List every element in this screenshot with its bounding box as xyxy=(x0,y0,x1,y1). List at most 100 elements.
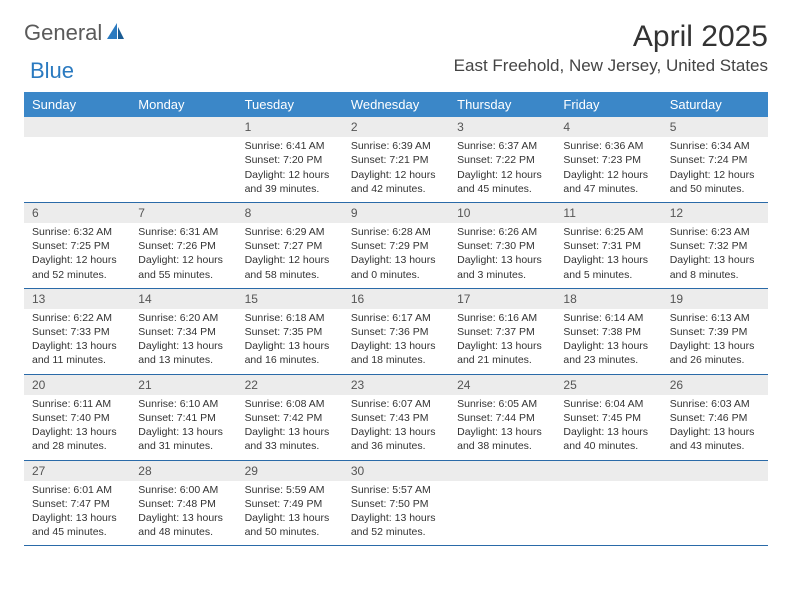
day-content: Sunrise: 6:36 AMSunset: 7:23 PMDaylight:… xyxy=(555,137,661,202)
weekday-header: Friday xyxy=(555,92,661,117)
sunrise-line: Sunrise: 6:25 AM xyxy=(563,225,653,239)
calendar-cell: 13Sunrise: 6:22 AMSunset: 7:33 PMDayligh… xyxy=(24,288,130,374)
calendar-cell xyxy=(24,117,130,202)
calendar-cell: 28Sunrise: 6:00 AMSunset: 7:48 PMDayligh… xyxy=(130,460,236,546)
daylight-line: Daylight: 13 hours and 0 minutes. xyxy=(351,253,441,281)
calendar-week-row: 6Sunrise: 6:32 AMSunset: 7:25 PMDaylight… xyxy=(24,202,768,288)
daylight-line: Daylight: 13 hours and 3 minutes. xyxy=(457,253,547,281)
day-number: 23 xyxy=(343,375,449,395)
day-number: 13 xyxy=(24,289,130,309)
weekday-header-row: SundayMondayTuesdayWednesdayThursdayFrid… xyxy=(24,92,768,117)
sunset-line: Sunset: 7:45 PM xyxy=(563,411,653,425)
day-content: Sunrise: 5:59 AMSunset: 7:49 PMDaylight:… xyxy=(237,481,343,546)
daylight-line: Daylight: 12 hours and 39 minutes. xyxy=(245,168,335,196)
sunset-line: Sunset: 7:32 PM xyxy=(670,239,760,253)
daylight-line: Daylight: 13 hours and 26 minutes. xyxy=(670,339,760,367)
day-content: Sunrise: 6:10 AMSunset: 7:41 PMDaylight:… xyxy=(130,395,236,460)
day-content: Sunrise: 6:05 AMSunset: 7:44 PMDaylight:… xyxy=(449,395,555,460)
day-number: 10 xyxy=(449,203,555,223)
daylight-line: Daylight: 12 hours and 42 minutes. xyxy=(351,168,441,196)
day-number xyxy=(662,461,768,481)
calendar-cell: 21Sunrise: 6:10 AMSunset: 7:41 PMDayligh… xyxy=(130,374,236,460)
day-number: 15 xyxy=(237,289,343,309)
calendar-cell: 10Sunrise: 6:26 AMSunset: 7:30 PMDayligh… xyxy=(449,202,555,288)
calendar-cell: 20Sunrise: 6:11 AMSunset: 7:40 PMDayligh… xyxy=(24,374,130,460)
day-number: 24 xyxy=(449,375,555,395)
calendar-body: 1Sunrise: 6:41 AMSunset: 7:20 PMDaylight… xyxy=(24,117,768,546)
daylight-line: Daylight: 12 hours and 55 minutes. xyxy=(138,253,228,281)
day-content: Sunrise: 6:08 AMSunset: 7:42 PMDaylight:… xyxy=(237,395,343,460)
daylight-line: Daylight: 13 hours and 36 minutes. xyxy=(351,425,441,453)
day-content: Sunrise: 6:25 AMSunset: 7:31 PMDaylight:… xyxy=(555,223,661,288)
weekday-header: Thursday xyxy=(449,92,555,117)
day-number xyxy=(130,117,236,137)
day-number: 27 xyxy=(24,461,130,481)
daylight-line: Daylight: 13 hours and 45 minutes. xyxy=(32,511,122,539)
day-content: Sunrise: 6:29 AMSunset: 7:27 PMDaylight:… xyxy=(237,223,343,288)
calendar-cell xyxy=(662,460,768,546)
sunset-line: Sunset: 7:27 PM xyxy=(245,239,335,253)
weekday-header: Sunday xyxy=(24,92,130,117)
sunset-line: Sunset: 7:20 PM xyxy=(245,153,335,167)
daylight-line: Daylight: 13 hours and 38 minutes. xyxy=(457,425,547,453)
day-number: 3 xyxy=(449,117,555,137)
day-number: 19 xyxy=(662,289,768,309)
sunset-line: Sunset: 7:29 PM xyxy=(351,239,441,253)
day-number: 22 xyxy=(237,375,343,395)
day-number: 25 xyxy=(555,375,661,395)
day-number: 28 xyxy=(130,461,236,481)
day-content: Sunrise: 6:17 AMSunset: 7:36 PMDaylight:… xyxy=(343,309,449,374)
daylight-line: Daylight: 13 hours and 5 minutes. xyxy=(563,253,653,281)
daylight-line: Daylight: 13 hours and 21 minutes. xyxy=(457,339,547,367)
calendar-cell: 23Sunrise: 6:07 AMSunset: 7:43 PMDayligh… xyxy=(343,374,449,460)
sunrise-line: Sunrise: 6:13 AM xyxy=(670,311,760,325)
sunset-line: Sunset: 7:25 PM xyxy=(32,239,122,253)
day-content: Sunrise: 6:22 AMSunset: 7:33 PMDaylight:… xyxy=(24,309,130,374)
sunrise-line: Sunrise: 6:32 AM xyxy=(32,225,122,239)
day-content: Sunrise: 6:16 AMSunset: 7:37 PMDaylight:… xyxy=(449,309,555,374)
sunrise-line: Sunrise: 6:23 AM xyxy=(670,225,760,239)
daylight-line: Daylight: 13 hours and 18 minutes. xyxy=(351,339,441,367)
month-title: April 2025 xyxy=(454,20,768,54)
daylight-line: Daylight: 13 hours and 31 minutes. xyxy=(138,425,228,453)
daylight-line: Daylight: 13 hours and 52 minutes. xyxy=(351,511,441,539)
sunrise-line: Sunrise: 6:26 AM xyxy=(457,225,547,239)
calendar-cell: 19Sunrise: 6:13 AMSunset: 7:39 PMDayligh… xyxy=(662,288,768,374)
day-content: Sunrise: 6:31 AMSunset: 7:26 PMDaylight:… xyxy=(130,223,236,288)
day-number: 12 xyxy=(662,203,768,223)
calendar-cell xyxy=(555,460,661,546)
daylight-line: Daylight: 12 hours and 47 minutes. xyxy=(563,168,653,196)
sunrise-line: Sunrise: 5:57 AM xyxy=(351,483,441,497)
daylight-line: Daylight: 13 hours and 13 minutes. xyxy=(138,339,228,367)
day-content: Sunrise: 6:01 AMSunset: 7:47 PMDaylight:… xyxy=(24,481,130,546)
calendar-week-row: 1Sunrise: 6:41 AMSunset: 7:20 PMDaylight… xyxy=(24,117,768,202)
sunset-line: Sunset: 7:37 PM xyxy=(457,325,547,339)
title-block: April 2025 East Freehold, New Jersey, Un… xyxy=(454,20,768,76)
calendar-cell xyxy=(130,117,236,202)
calendar-cell: 29Sunrise: 5:59 AMSunset: 7:49 PMDayligh… xyxy=(237,460,343,546)
sunrise-line: Sunrise: 5:59 AM xyxy=(245,483,335,497)
sunrise-line: Sunrise: 6:18 AM xyxy=(245,311,335,325)
calendar-cell: 1Sunrise: 6:41 AMSunset: 7:20 PMDaylight… xyxy=(237,117,343,202)
sunrise-line: Sunrise: 6:37 AM xyxy=(457,139,547,153)
day-content: Sunrise: 6:00 AMSunset: 7:48 PMDaylight:… xyxy=(130,481,236,546)
weekday-header: Monday xyxy=(130,92,236,117)
daylight-line: Daylight: 12 hours and 58 minutes. xyxy=(245,253,335,281)
day-content: Sunrise: 6:23 AMSunset: 7:32 PMDaylight:… xyxy=(662,223,768,288)
calendar-cell: 14Sunrise: 6:20 AMSunset: 7:34 PMDayligh… xyxy=(130,288,236,374)
sunset-line: Sunset: 7:22 PM xyxy=(457,153,547,167)
day-content: Sunrise: 6:39 AMSunset: 7:21 PMDaylight:… xyxy=(343,137,449,202)
sunset-line: Sunset: 7:31 PM xyxy=(563,239,653,253)
sunset-line: Sunset: 7:46 PM xyxy=(670,411,760,425)
day-number: 17 xyxy=(449,289,555,309)
calendar-cell: 11Sunrise: 6:25 AMSunset: 7:31 PMDayligh… xyxy=(555,202,661,288)
sunset-line: Sunset: 7:40 PM xyxy=(32,411,122,425)
daylight-line: Daylight: 13 hours and 16 minutes. xyxy=(245,339,335,367)
calendar-week-row: 20Sunrise: 6:11 AMSunset: 7:40 PMDayligh… xyxy=(24,374,768,460)
day-content: Sunrise: 5:57 AMSunset: 7:50 PMDaylight:… xyxy=(343,481,449,546)
calendar-cell: 12Sunrise: 6:23 AMSunset: 7:32 PMDayligh… xyxy=(662,202,768,288)
day-content: Sunrise: 6:26 AMSunset: 7:30 PMDaylight:… xyxy=(449,223,555,288)
calendar-cell: 27Sunrise: 6:01 AMSunset: 7:47 PMDayligh… xyxy=(24,460,130,546)
daylight-line: Daylight: 13 hours and 11 minutes. xyxy=(32,339,122,367)
day-number: 11 xyxy=(555,203,661,223)
